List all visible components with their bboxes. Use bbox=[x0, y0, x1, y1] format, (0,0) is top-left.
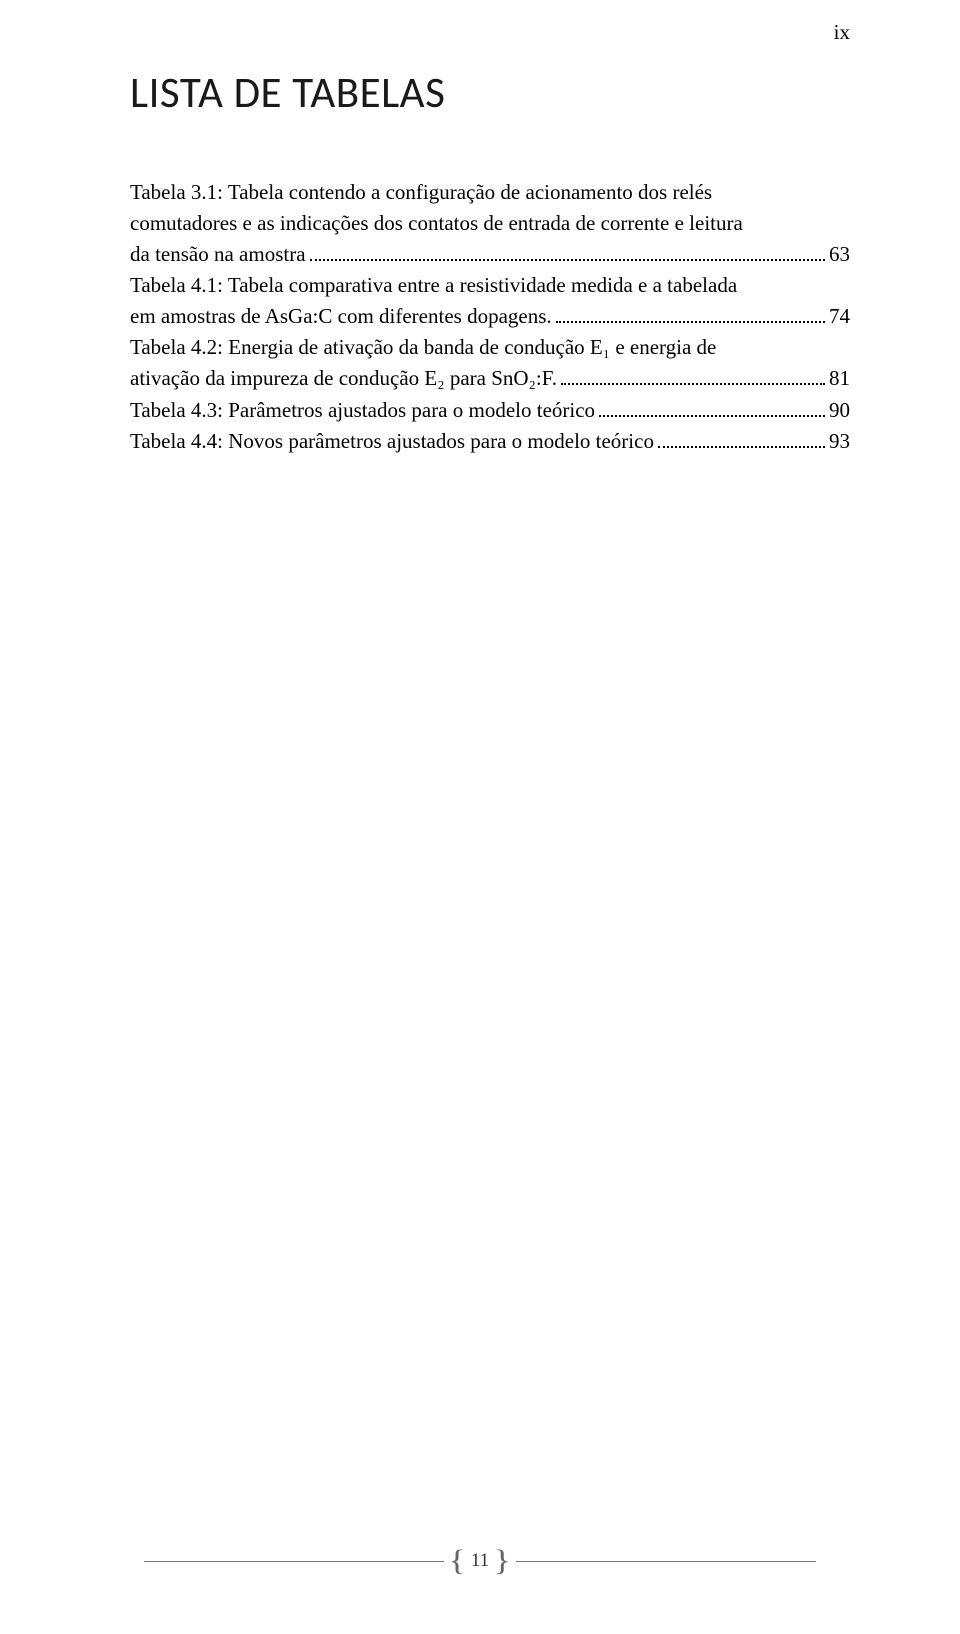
toc-entry-last-line: em amostras de AsGa:C com diferentes dop… bbox=[130, 301, 850, 332]
toc-page-number: 93 bbox=[829, 426, 850, 457]
toc-entry: Tabela 3.1: Tabela contendo a configuraç… bbox=[130, 177, 850, 270]
toc-leader-dots bbox=[658, 446, 825, 448]
page-number-arabic: 11 bbox=[471, 1550, 489, 1572]
toc-entry: Tabela 4.1: Tabela comparativa entre a r… bbox=[130, 270, 850, 332]
footer-rule-right bbox=[516, 1561, 816, 1562]
toc-entry: Tabela 4.2: Energia de ativação da banda… bbox=[130, 332, 850, 394]
toc-entry-line: Tabela 4.2: Energia de ativação da banda… bbox=[130, 332, 850, 363]
toc-leader-dots bbox=[561, 383, 825, 385]
toc-entry-text: em amostras de AsGa:C com diferentes dop… bbox=[130, 301, 552, 332]
toc-entry-text: da tensão na amostra bbox=[130, 239, 306, 270]
toc-page-number: 63 bbox=[829, 239, 850, 270]
toc-entry-line: Tabela 4.1: Tabela comparativa entre a r… bbox=[130, 270, 850, 301]
toc-entry-last-line: Tabela 4.3: Parâmetros ajustados para o … bbox=[130, 395, 850, 426]
toc-entry-line: Tabela 3.1: Tabela contendo a configuraç… bbox=[130, 177, 850, 208]
toc-entry-last-line: ativação da impureza de condução E₂ para… bbox=[130, 363, 850, 394]
page-footer: { 11 } bbox=[0, 1544, 960, 1578]
footer-brace-left: { bbox=[449, 1544, 466, 1578]
footer-rule-left bbox=[144, 1561, 444, 1562]
toc-entry-text: Tabela 4.3: Parâmetros ajustados para o … bbox=[130, 395, 595, 426]
toc-entry-text: ativação da impureza de condução E₂ para… bbox=[130, 363, 557, 394]
toc-entry-line: comutadores e as indicações dos contatos… bbox=[130, 208, 850, 239]
toc-leader-dots bbox=[599, 415, 825, 417]
page-number-roman: ix bbox=[834, 20, 850, 45]
document-page: ix LISTA DE TABELAS Tabela 3.1: Tabela c… bbox=[0, 0, 960, 1634]
toc-entry: Tabela 4.4: Novos parâmetros ajustados p… bbox=[130, 426, 850, 457]
page-title: LISTA DE TABELAS bbox=[130, 66, 850, 119]
toc-entry-last-line: Tabela 4.4: Novos parâmetros ajustados p… bbox=[130, 426, 850, 457]
footer-brace-right: } bbox=[494, 1544, 511, 1578]
toc-page-number: 90 bbox=[829, 395, 850, 426]
toc-page-number: 74 bbox=[829, 301, 850, 332]
toc-page-number: 81 bbox=[829, 363, 850, 394]
toc-entry: Tabela 4.3: Parâmetros ajustados para o … bbox=[130, 395, 850, 426]
toc-entries: Tabela 3.1: Tabela contendo a configuraç… bbox=[130, 177, 850, 457]
toc-leader-dots bbox=[556, 321, 825, 323]
toc-entry-last-line: da tensão na amostra 63 bbox=[130, 239, 850, 270]
toc-leader-dots bbox=[310, 259, 825, 261]
toc-entry-text: Tabela 4.4: Novos parâmetros ajustados p… bbox=[130, 426, 654, 457]
